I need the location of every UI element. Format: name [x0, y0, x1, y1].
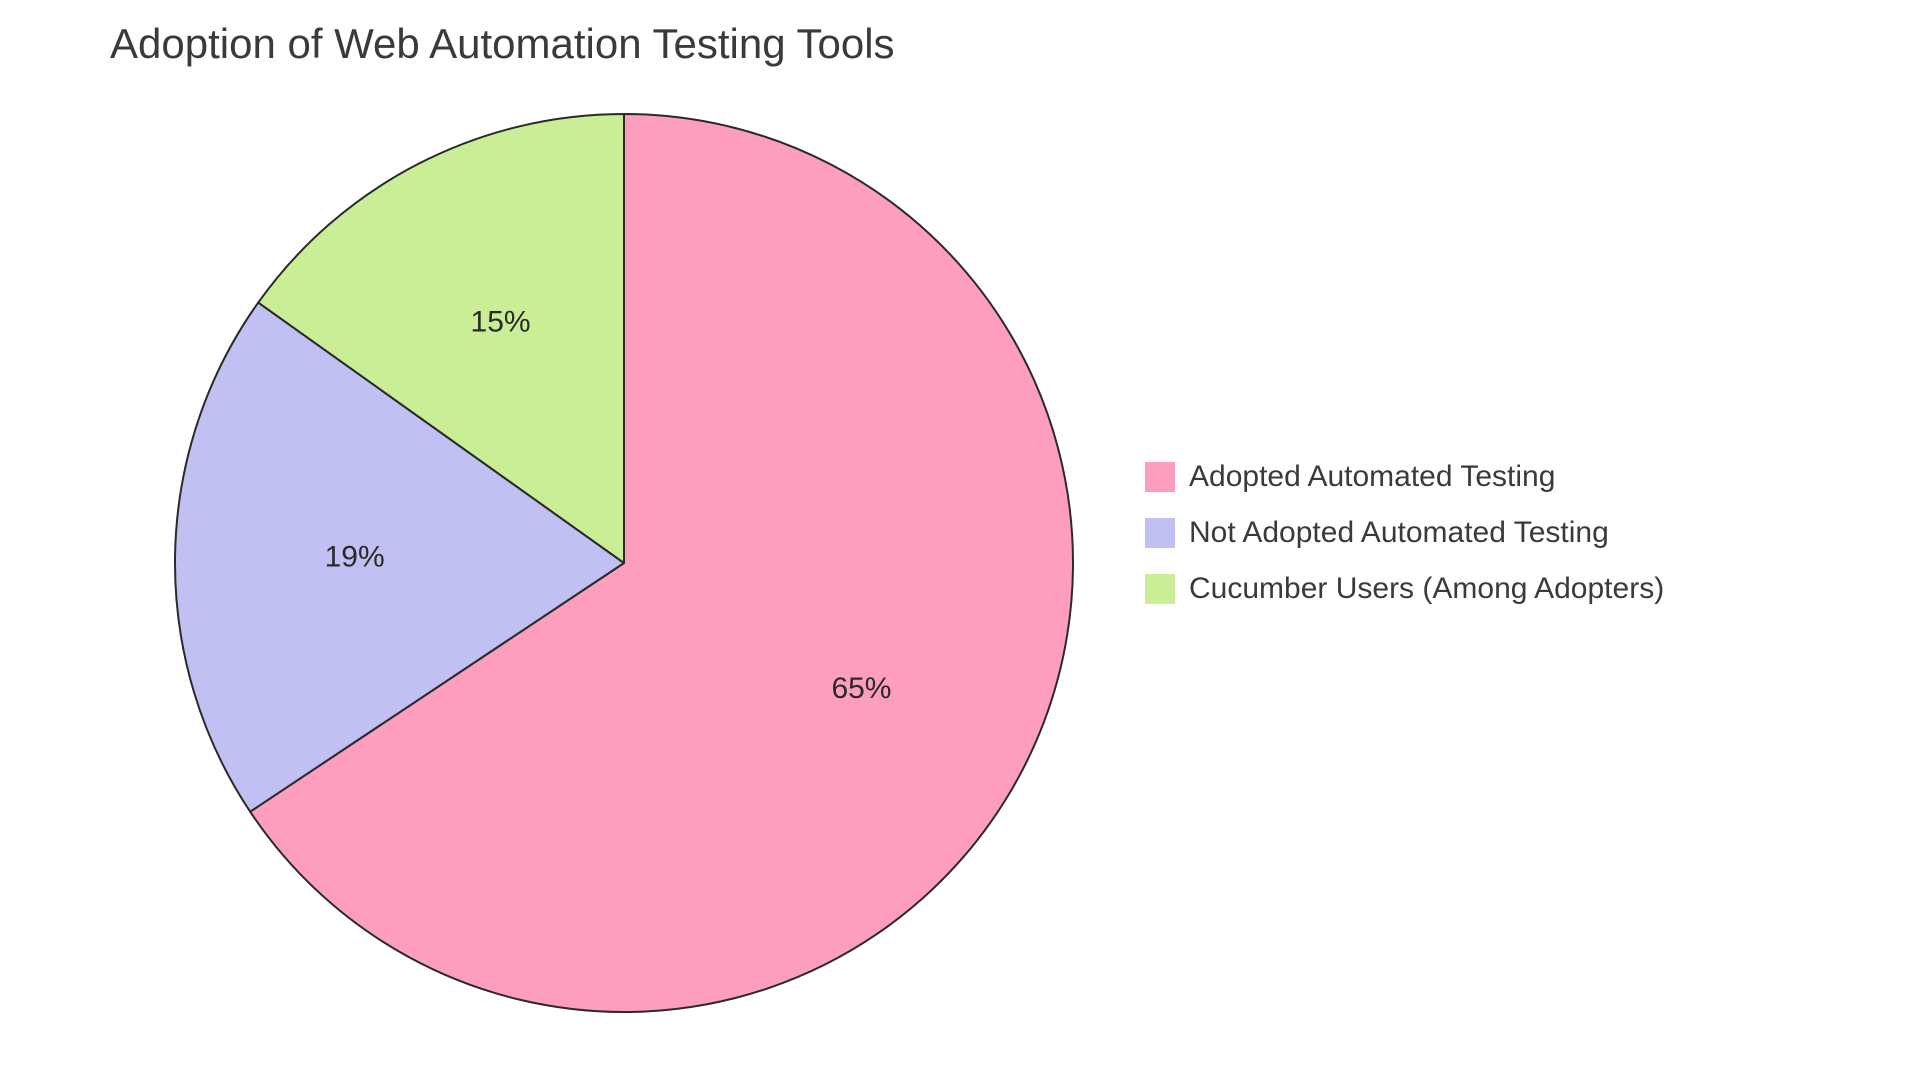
legend-swatch [1145, 574, 1175, 604]
slice-label: 65% [831, 672, 891, 705]
legend-swatch [1145, 462, 1175, 492]
legend: Adopted Automated Testing Not Adopted Au… [1145, 460, 1664, 606]
chart-title: Adoption of Web Automation Testing Tools [110, 20, 895, 68]
legend-item: Cucumber Users (Among Adopters) [1145, 572, 1664, 606]
legend-label: Cucumber Users (Among Adopters) [1189, 572, 1664, 606]
legend-swatch [1145, 518, 1175, 548]
slice-label: 15% [471, 305, 531, 338]
slice-label: 19% [325, 541, 385, 574]
legend-item: Not Adopted Automated Testing [1145, 516, 1664, 550]
legend-label: Adopted Automated Testing [1189, 460, 1555, 494]
legend-item: Adopted Automated Testing [1145, 460, 1664, 494]
pie-chart: 65% 19% 15% [175, 114, 1073, 1012]
legend-label: Not Adopted Automated Testing [1189, 516, 1609, 550]
